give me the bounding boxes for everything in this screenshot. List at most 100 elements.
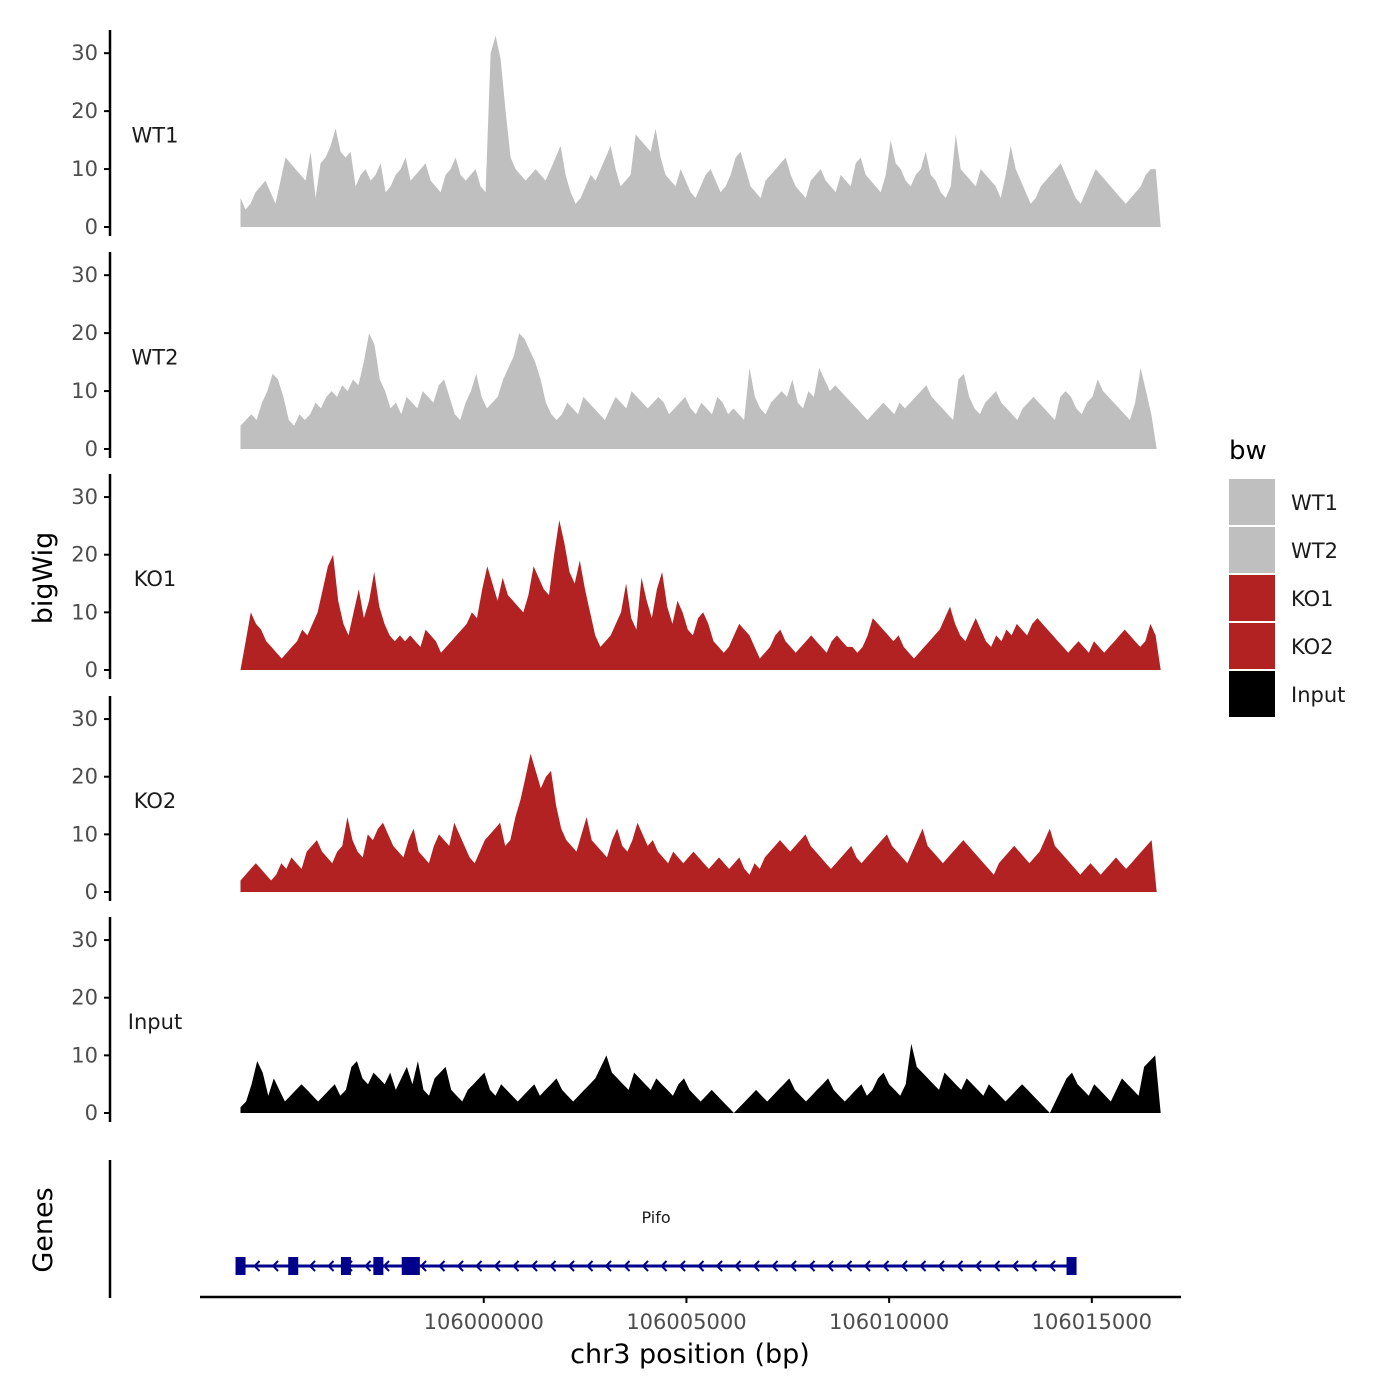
y-tick-label: 30 xyxy=(71,41,98,65)
gene-exon xyxy=(401,1257,412,1275)
track-panel-wt2: 0 10 20 30 WT2 xyxy=(71,252,1157,461)
gene-exon xyxy=(409,1257,420,1275)
legend: WT1 WT2 KO1 KO2 Input xyxy=(1229,479,1345,717)
strand-arrow xyxy=(419,1260,427,1272)
strand-arrow xyxy=(438,1260,446,1272)
legend-label-wt2: WT2 xyxy=(1291,539,1338,563)
y-tick-label: 30 xyxy=(71,707,98,731)
y-tick-label: 20 xyxy=(71,543,98,567)
strand-arrow xyxy=(604,1260,612,1272)
strand-arrow xyxy=(641,1260,649,1272)
x-tick-label: 106015000 xyxy=(1032,1310,1152,1334)
legend-label-input: Input xyxy=(1291,683,1345,707)
y-tick-label: 20 xyxy=(71,321,98,345)
strand-arrow xyxy=(493,1260,501,1272)
strand-arrow xyxy=(660,1260,668,1272)
y-tick-label: 30 xyxy=(71,928,98,952)
strand-arrow xyxy=(456,1260,464,1272)
gene-exon xyxy=(1066,1257,1077,1275)
x-tick-label: 106010000 xyxy=(829,1310,949,1334)
strand-arrow xyxy=(1011,1260,1019,1272)
x-tick-label: 106000000 xyxy=(424,1310,544,1334)
strand-arrow xyxy=(882,1260,890,1272)
track-panel-ko2: 0 10 20 30 KO2 xyxy=(71,696,1157,904)
y-tick-label: 0 xyxy=(85,1101,98,1125)
strand-arrow xyxy=(845,1260,853,1272)
strand-arrow xyxy=(678,1260,686,1272)
y-tick-label: 0 xyxy=(85,215,98,239)
x-axis-title: chr3 position (bp) xyxy=(570,1339,810,1370)
y-tick-label: 20 xyxy=(71,765,98,789)
legend-key-ko2 xyxy=(1229,623,1275,669)
strand-arrow xyxy=(308,1260,316,1272)
strand-arrow xyxy=(900,1260,908,1272)
legend-key-ko1 xyxy=(1229,575,1275,621)
x-axis: 106000000 106005000 106010000 106015000 xyxy=(200,1295,1181,1334)
strand-arrow xyxy=(1030,1260,1038,1272)
track-panel-input: 0 10 20 30 Input xyxy=(71,917,1161,1125)
y-tick-label: 30 xyxy=(71,485,98,509)
strand-arrow xyxy=(863,1260,871,1272)
strand-arrow xyxy=(530,1260,538,1272)
track-label-ko2: KO2 xyxy=(134,789,177,813)
track-panel-wt1: 0 10 20 30 WT1 xyxy=(71,30,1161,239)
y-tick-label: 10 xyxy=(71,822,98,846)
strand-arrow xyxy=(919,1260,927,1272)
strand-arrow xyxy=(993,1260,1001,1272)
gene-exon xyxy=(373,1257,384,1275)
y-tick-label: 10 xyxy=(71,600,98,624)
strand-arrow xyxy=(253,1260,261,1272)
track-label-wt1: WT1 xyxy=(132,123,179,147)
strand-arrow xyxy=(734,1260,742,1272)
strand-arrow xyxy=(789,1260,797,1272)
strand-arrow xyxy=(937,1260,945,1272)
legend-label-wt1: WT1 xyxy=(1291,491,1338,515)
legend-title: bw xyxy=(1229,436,1267,466)
gene-exon xyxy=(288,1257,299,1275)
y-tick-label: 20 xyxy=(71,99,98,123)
strand-arrow xyxy=(567,1260,575,1272)
legend-key-wt2 xyxy=(1229,527,1275,573)
genes-axis-title: Genes xyxy=(28,1187,59,1272)
tracks-group: 0 10 20 30 WT1 0 10 20 30 WT2 0 10 20 30 KO1 0 10 20 30 KO2… xyxy=(71,30,1161,1125)
legend-key-wt1 xyxy=(1229,479,1275,525)
coverage-area-ko2 xyxy=(240,753,1157,892)
strand-arrow xyxy=(752,1260,760,1272)
strand-arrow xyxy=(549,1260,557,1272)
y-tick-label: 20 xyxy=(71,986,98,1010)
track-label-ko1: KO1 xyxy=(134,567,177,591)
gene-exon xyxy=(340,1257,351,1275)
strand-arrow xyxy=(697,1260,705,1272)
legend-label-ko2: KO2 xyxy=(1291,635,1334,659)
y-tick-label: 10 xyxy=(71,379,98,403)
gene-name-label: Pifo xyxy=(641,1208,670,1227)
y-tick-label: 10 xyxy=(71,157,98,181)
strand-arrow xyxy=(271,1260,279,1272)
x-tick-label: 106005000 xyxy=(626,1310,746,1334)
strand-arrow xyxy=(382,1260,390,1272)
track-panel-ko1: 0 10 20 30 KO1 xyxy=(71,474,1161,682)
strand-arrow xyxy=(512,1260,520,1272)
strand-arrow xyxy=(364,1260,372,1272)
strand-arrow xyxy=(623,1260,631,1272)
strand-arrow xyxy=(715,1260,723,1272)
y-tick-label: 10 xyxy=(71,1043,98,1067)
strand-arrow xyxy=(1048,1260,1056,1272)
coverage-area-ko1 xyxy=(240,520,1161,670)
legend-key-input xyxy=(1229,671,1275,717)
strand-arrow xyxy=(586,1260,594,1272)
y-tick-label: 30 xyxy=(71,263,98,287)
strand-arrow xyxy=(327,1260,335,1272)
strand-arrow xyxy=(974,1260,982,1272)
coverage-area-wt2 xyxy=(240,333,1157,449)
y-axis-title: bigWig xyxy=(28,532,59,625)
track-label-input: Input xyxy=(128,1010,182,1034)
coverage-area-wt1 xyxy=(240,35,1161,227)
y-tick-label: 0 xyxy=(85,437,98,461)
track-label-wt2: WT2 xyxy=(132,345,179,369)
strand-arrow xyxy=(826,1260,834,1272)
gene-exon xyxy=(235,1257,246,1275)
legend-label-ko1: KO1 xyxy=(1291,587,1334,611)
y-tick-label: 0 xyxy=(85,658,98,682)
